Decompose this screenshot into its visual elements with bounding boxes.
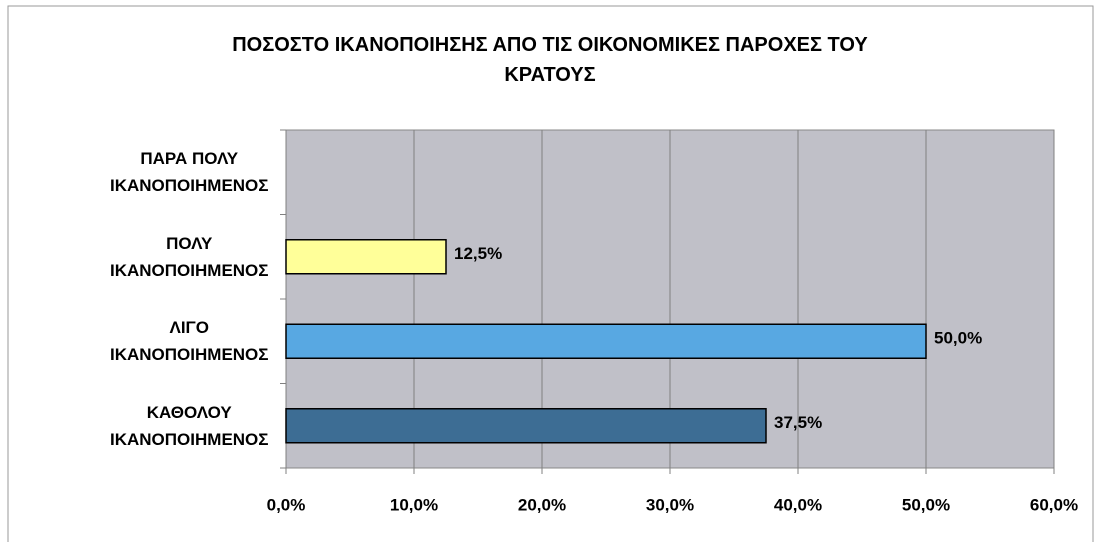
x-tick-label: 30,0% [646,495,694,514]
bar [285,408,767,444]
data-label: 12,5% [454,244,502,263]
x-tick-label: 0,0% [267,495,306,514]
bar [285,323,927,359]
y-tick-label: ΠΟΛΥ ΙΚΑΝΟΠΟΙΗΜΕΝΟΣ [110,233,269,280]
x-tick-label: 40,0% [774,495,822,514]
y-tick-label: ΚΑΘΟΛΟΥ ΙΚΑΝΟΠΟΙΗΜΕΝΟΣ [110,402,269,449]
y-tick-label: ΠΑΡΑ ΠΟΛΥ ΙΚΑΝΟΠΟΙΗΜΕΝΟΣ [110,149,269,196]
chart-frame [7,5,1094,542]
y-tick-label: ΛΙΓΟ ΙΚΑΝΟΠΟΙΗΜΕΝΟΣ [110,318,269,365]
x-tick-label: 60,0% [1030,495,1078,514]
data-label: 37,5% [774,413,822,432]
x-tick-label: 50,0% [902,495,950,514]
data-label: 50,0% [934,329,982,348]
bar [285,239,447,275]
x-tick-label: 20,0% [518,495,566,514]
chart-title: ΠΟΣΟΣΤΟ ΙΚΑΝΟΠΟΙΗΣΗΣ ΑΠΟ ΤΙΣ ΟΙΚΟΝΟΜΙΚΕΣ… [232,34,868,86]
x-tick-label: 10,0% [390,495,438,514]
